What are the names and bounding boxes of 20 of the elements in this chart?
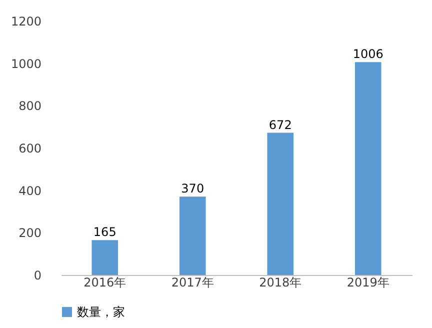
y-tick-label: 800 (18, 99, 42, 114)
y-tick-label: 1000 (10, 56, 42, 71)
y-tick-label: 200 (18, 226, 42, 240)
x-tick-label: 2018年 (259, 276, 302, 290)
bar (354, 62, 382, 275)
x-tick-label: 2017年 (171, 276, 214, 290)
data-label: 370 (181, 182, 204, 196)
data-label: 165 (93, 225, 116, 240)
y-tick-label: 400 (18, 184, 42, 198)
x-tick-label: 2016年 (84, 276, 126, 290)
legend-label: 数量，家 (77, 305, 125, 319)
y-tick-label: 600 (18, 142, 42, 156)
data-label: 1006 (352, 47, 384, 62)
y-tick-label: 0 (34, 268, 42, 282)
bar (267, 132, 294, 275)
data-label: 672 (268, 118, 292, 132)
y-tick-label: 1200 (10, 14, 42, 28)
x-tick-label: 2019年 (346, 276, 390, 290)
bar (92, 240, 118, 275)
bar (179, 196, 206, 275)
